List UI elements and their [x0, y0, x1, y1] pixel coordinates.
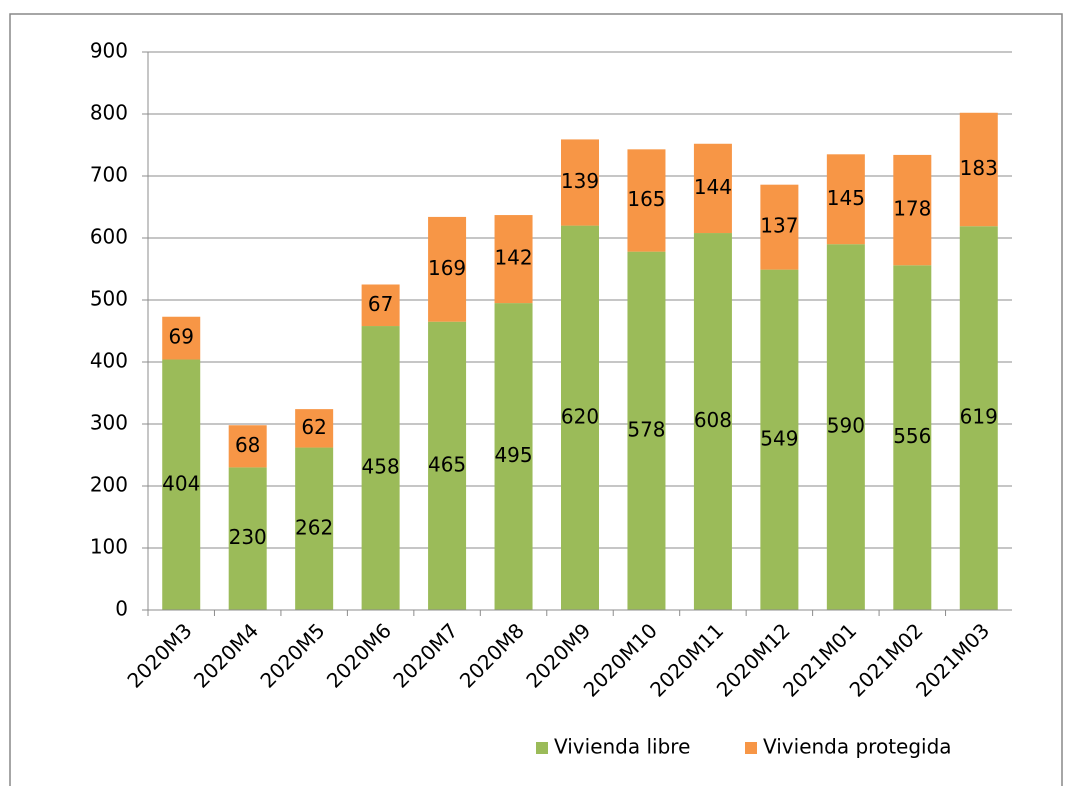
- y-tick-label: 300: [90, 411, 128, 435]
- y-tick-label: 100: [90, 535, 128, 559]
- bar-segment: [561, 225, 599, 610]
- bar-segment: [893, 265, 932, 610]
- bar-segment: [428, 321, 467, 610]
- data-label: 608: [694, 408, 732, 432]
- legend-swatch: [536, 742, 548, 754]
- y-tick-label: 700: [90, 163, 128, 187]
- bar-segment: [826, 244, 865, 610]
- bar-segment: [760, 269, 799, 610]
- bar-segment: [627, 149, 666, 252]
- bar-segment: [295, 447, 334, 610]
- bar-segment: [760, 184, 799, 270]
- bar-segment: [428, 216, 467, 322]
- bar-segment: [627, 251, 666, 610]
- data-label: 169: [428, 256, 466, 280]
- bar-segment: [693, 143, 732, 234]
- data-label: 230: [229, 525, 267, 549]
- bar-segment: [295, 409, 334, 448]
- data-label: 139: [561, 169, 599, 193]
- y-tick-label: 600: [90, 225, 128, 249]
- bar-segment: [693, 233, 732, 611]
- data-label: 144: [694, 175, 732, 199]
- legend-swatch: [745, 742, 757, 754]
- legend-label: Vivienda protegida: [763, 735, 952, 759]
- data-label: 578: [627, 417, 665, 441]
- data-label: 590: [827, 414, 865, 438]
- data-label: 69: [169, 325, 194, 349]
- data-label: 556: [893, 424, 931, 448]
- y-tick-label: 400: [90, 349, 128, 373]
- data-label: 62: [301, 415, 326, 439]
- y-tick-label: 900: [90, 39, 128, 63]
- bar-segment: [361, 284, 400, 327]
- bar-segment: [228, 467, 267, 610]
- bar-segment: [228, 425, 267, 468]
- data-label: 137: [760, 214, 798, 238]
- data-label: 620: [561, 404, 599, 428]
- data-label: 549: [760, 426, 798, 450]
- data-label: 465: [428, 452, 466, 476]
- bar-segment: [361, 326, 400, 610]
- data-label: 183: [960, 156, 998, 180]
- bar-segment: [494, 215, 533, 304]
- bar-segment: [826, 154, 865, 245]
- data-label: 68: [235, 433, 260, 457]
- data-label: 619: [960, 405, 998, 429]
- bar-segment: [959, 112, 998, 227]
- data-label: 404: [162, 471, 200, 495]
- y-tick-label: 200: [90, 473, 128, 497]
- bar-segment: [959, 226, 998, 610]
- data-label: 178: [893, 197, 931, 221]
- data-label: 458: [362, 455, 400, 479]
- bar-segment: [162, 316, 201, 360]
- data-label: 495: [494, 443, 532, 467]
- bar-segment: [162, 359, 201, 610]
- bar-segment: [893, 154, 932, 266]
- data-label: 165: [627, 187, 665, 211]
- data-label: 262: [295, 515, 333, 539]
- bar-segment: [561, 139, 599, 226]
- y-tick-label: 0: [115, 597, 128, 621]
- y-tick-label: 500: [90, 287, 128, 311]
- data-label: 67: [368, 292, 393, 316]
- data-label: 145: [827, 186, 865, 210]
- bar-segment: [494, 303, 533, 610]
- y-tick-label: 800: [90, 101, 128, 125]
- data-label: 142: [494, 246, 532, 270]
- legend-label: Vivienda libre: [554, 735, 690, 759]
